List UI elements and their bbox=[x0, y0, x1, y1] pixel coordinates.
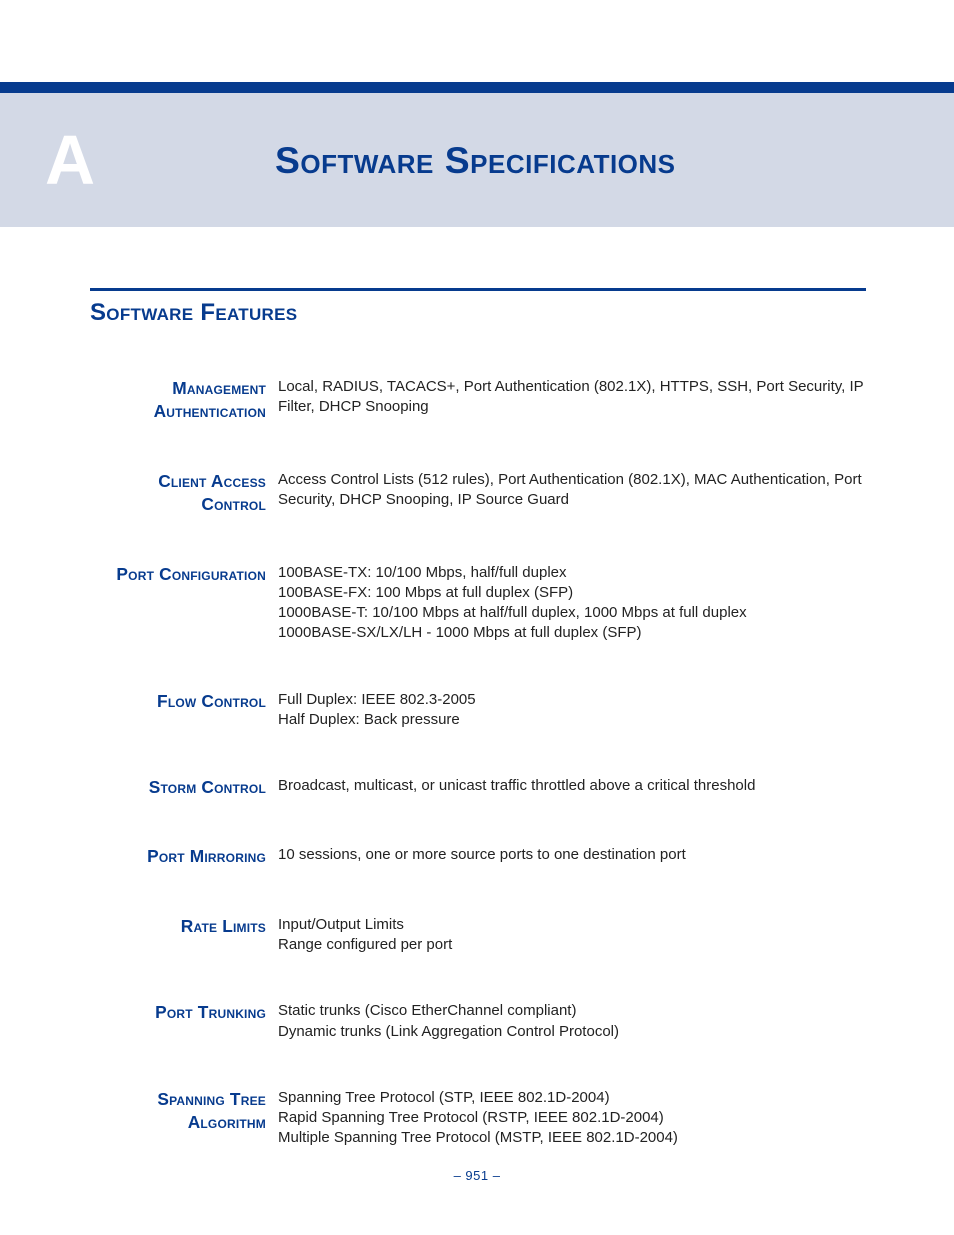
feature-label: Port Trunking bbox=[90, 1001, 278, 1024]
feature-row: Management AuthenticationLocal, RADIUS, … bbox=[90, 377, 866, 424]
feature-label: Storm Control bbox=[90, 776, 278, 799]
feature-description: 100BASE-TX: 10/100 Mbps, half/full duple… bbox=[278, 563, 866, 644]
feature-label: Flow Control bbox=[90, 690, 278, 713]
section-heading: Software Features bbox=[90, 299, 866, 327]
appendix-letter: A bbox=[45, 120, 95, 200]
feature-description: Input/Output Limits Range configured per… bbox=[278, 915, 866, 956]
feature-row: Port Mirroring10 sessions, one or more s… bbox=[90, 845, 866, 868]
feature-description: Spanning Tree Protocol (STP, IEEE 802.1D… bbox=[278, 1088, 866, 1149]
feature-row: Client Access ControlAccess Control List… bbox=[90, 470, 866, 517]
feature-row: Port Configuration100BASE-TX: 10/100 Mbp… bbox=[90, 563, 866, 644]
appendix-title: Software Specifications bbox=[275, 139, 676, 182]
header-rule bbox=[0, 82, 954, 93]
feature-label: Rate Limits bbox=[90, 915, 278, 938]
feature-description: Access Control Lists (512 rules), Port A… bbox=[278, 470, 866, 511]
appendix-banner: A Software Specifications bbox=[0, 93, 954, 227]
feature-row: Storm ControlBroadcast, multicast, or un… bbox=[90, 776, 866, 799]
feature-row: Port TrunkingStatic trunks (Cisco EtherC… bbox=[90, 1001, 866, 1042]
feature-row: Flow ControlFull Duplex: IEEE 802.3-2005… bbox=[90, 690, 866, 731]
feature-description: 10 sessions, one or more source ports to… bbox=[278, 845, 866, 865]
feature-description: Local, RADIUS, TACACS+, Port Authenticat… bbox=[278, 377, 866, 418]
feature-label: Management Authentication bbox=[90, 377, 278, 424]
feature-label: Port Configuration bbox=[90, 563, 278, 586]
feature-description: Full Duplex: IEEE 802.3-2005 Half Duplex… bbox=[278, 690, 866, 731]
feature-description: Static trunks (Cisco EtherChannel compli… bbox=[278, 1001, 866, 1042]
appendix-letter-block: A bbox=[8, 93, 132, 227]
feature-label: Port Mirroring bbox=[90, 845, 278, 868]
section-rule bbox=[90, 288, 866, 291]
feature-description: Broadcast, multicast, or unicast traffic… bbox=[278, 776, 866, 796]
feature-row: Rate LimitsInput/Output Limits Range con… bbox=[90, 915, 866, 956]
feature-row: Spanning Tree AlgorithmSpanning Tree Pro… bbox=[90, 1088, 866, 1149]
features-list: Management AuthenticationLocal, RADIUS, … bbox=[90, 377, 866, 1149]
page-number: – 951 – bbox=[0, 1168, 954, 1183]
page-content: Software Features Management Authenticat… bbox=[90, 288, 866, 1149]
feature-label: Client Access Control bbox=[90, 470, 278, 517]
feature-label: Spanning Tree Algorithm bbox=[90, 1088, 278, 1135]
